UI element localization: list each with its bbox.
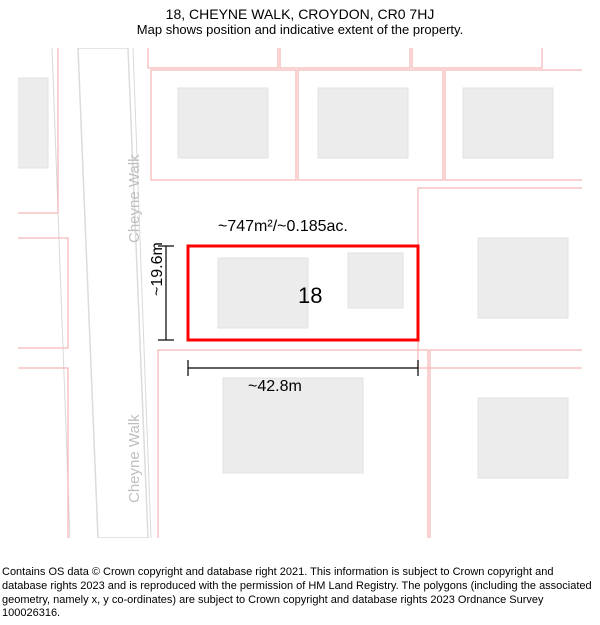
header: 18, CHEYNE WALK, CROYDON, CR0 7HJ Map sh… xyxy=(0,0,600,37)
page-title: 18, CHEYNE WALK, CROYDON, CR0 7HJ xyxy=(0,6,600,22)
page-subtitle: Map shows position and indicative extent… xyxy=(0,22,600,37)
road-label: Cheyne Walk xyxy=(126,154,143,243)
road-label: Cheyne Walk xyxy=(126,414,143,503)
copyright-footer: Contains OS data © Crown copyright and d… xyxy=(2,566,598,621)
width-label: ~42.8m xyxy=(248,378,302,396)
height-label: ~19.6m xyxy=(149,242,167,296)
house-number-label: 18 xyxy=(298,283,322,309)
page: 18, CHEYNE WALK, CROYDON, CR0 7HJ Map sh… xyxy=(0,0,600,625)
map-area: Cheyne Walk Cheyne Walk ~747m²/~0.185ac.… xyxy=(18,48,582,538)
area-label: ~747m²/~0.185ac. xyxy=(218,218,348,236)
